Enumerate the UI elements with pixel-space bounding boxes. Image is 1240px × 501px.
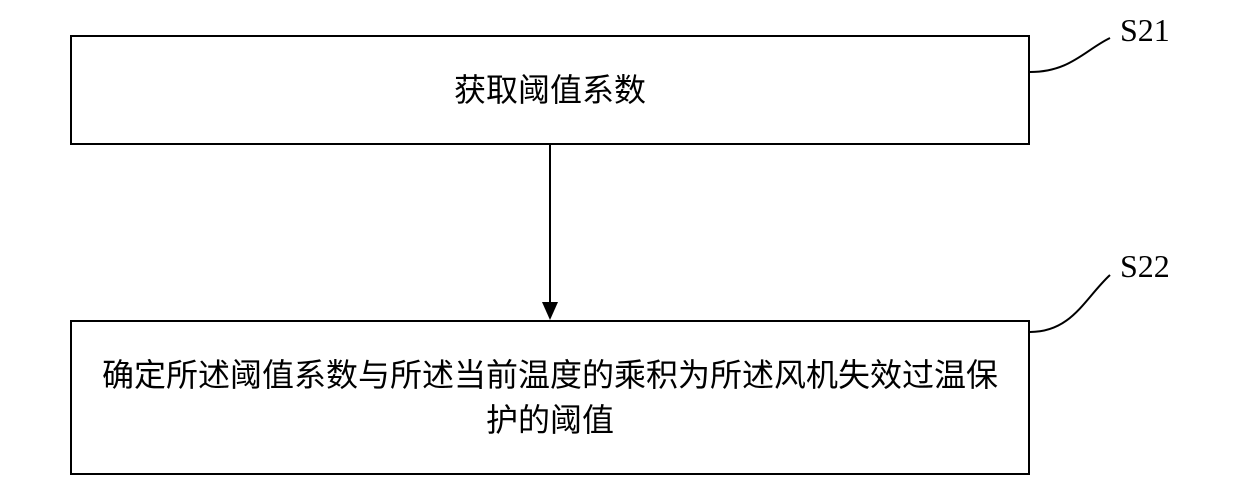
flow-label-s22: S22 xyxy=(1120,248,1170,285)
callout-s22 xyxy=(0,0,1240,501)
flowchart-canvas: 获取阈值系数 S21 确定所述阈值系数与所述当前温度的乘积为所述风机失效过温保护… xyxy=(0,0,1240,501)
